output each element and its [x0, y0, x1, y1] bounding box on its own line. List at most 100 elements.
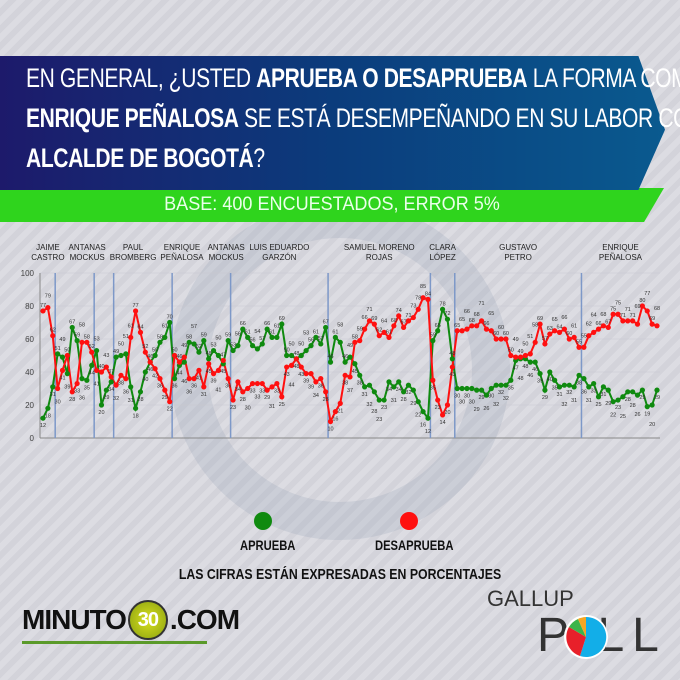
approve-value-label: 48	[206, 351, 212, 357]
disapprove-value-label: 43	[449, 372, 455, 378]
disapprove-point	[415, 306, 421, 312]
approve-value-label: 61	[313, 329, 319, 335]
approve-point	[264, 326, 270, 332]
approve-point	[50, 384, 56, 390]
disapprove-point	[591, 329, 597, 335]
disapprove-value-label: 39	[303, 379, 309, 385]
disapprove-value-label: 60	[493, 331, 499, 337]
approve-value-label: 16	[420, 423, 426, 429]
approve-value-label: 23	[615, 405, 621, 411]
approve-point	[474, 387, 480, 393]
approve-value-label: 59	[74, 333, 80, 339]
disapprove-point	[171, 352, 178, 359]
approve-value-label: 40	[142, 377, 148, 383]
disapprove-value-label: 66	[595, 321, 601, 327]
approve-value-label: 29	[474, 407, 480, 413]
disapprove-value-label: 41	[59, 375, 65, 381]
disapprove-point	[327, 418, 334, 425]
disapprove-point	[362, 326, 368, 332]
approve-point	[493, 382, 499, 388]
disapprove-point	[542, 341, 548, 347]
disapprove-point	[420, 295, 426, 301]
disapprove-value-label: 65	[552, 317, 558, 323]
approve-point	[245, 334, 251, 340]
approve-value-label: 44	[89, 370, 95, 376]
approve-value-label: 36	[79, 396, 85, 402]
disapprove-point	[444, 402, 451, 408]
disapprove-value-label: 36	[191, 384, 197, 390]
disapprove-value-label: 68	[474, 312, 480, 318]
mayor-label: PAUL	[123, 243, 144, 252]
mayor-label: MOCKUS	[209, 253, 244, 262]
disapprove-point	[74, 380, 80, 387]
approve-point	[235, 343, 241, 349]
approve-value-label: 28	[630, 403, 636, 409]
approve-value-label: 31	[556, 392, 562, 398]
disapprove-point	[401, 324, 407, 331]
disapprove-point	[552, 328, 558, 334]
approve-point	[483, 392, 490, 398]
disapprove-value-label: 59	[357, 327, 363, 333]
approve-value-label: 34	[396, 387, 402, 393]
disapprove-value-label: 33	[74, 389, 80, 395]
approve-value-label: 12	[40, 423, 46, 429]
disapprove-value-label: 29	[162, 395, 168, 401]
approve-point	[40, 415, 46, 421]
approve-point	[79, 376, 85, 382]
approval-line-chart: 020406080100JAIMECASTROANTANASMOCKUSPAUL…	[21, 243, 660, 443]
approve-point	[98, 402, 105, 408]
disapprove-point	[508, 352, 514, 359]
disapprove-point	[69, 389, 75, 395]
approve-point	[571, 384, 577, 390]
disapprove-point	[547, 331, 553, 337]
approve-point	[74, 338, 80, 344]
approve-point	[498, 382, 504, 388]
approve-point	[318, 341, 324, 347]
approve-point	[357, 372, 363, 378]
gallup-logo-text: GALLUP	[487, 586, 574, 611]
approve-value-label: 61	[274, 323, 280, 329]
disapprove-point	[225, 376, 231, 382]
approve-point	[649, 402, 655, 408]
approve-value-label: 31	[128, 398, 134, 404]
disapprove-point	[405, 318, 412, 324]
disapprove-value-label: 62	[586, 322, 592, 328]
disapprove-point	[303, 371, 309, 377]
approve-point	[347, 354, 353, 360]
approve-value-label: 38	[576, 380, 582, 386]
approve-point	[586, 384, 592, 390]
disapprove-value-label: 10	[327, 427, 333, 433]
disapprove-value-label: 28	[323, 397, 329, 403]
approve-value-label: 48	[517, 376, 523, 382]
approve-value-label: 32	[405, 390, 411, 396]
disapprove-point	[269, 384, 275, 390]
disapprove-value-label: 49	[517, 349, 523, 355]
approve-value-label: 50	[118, 342, 124, 348]
approve-value-label: 30	[469, 400, 475, 406]
disapprove-value-label: 25	[279, 402, 285, 408]
disapprove-point	[381, 329, 387, 335]
disapprove-point	[79, 339, 85, 345]
approve-point	[254, 346, 261, 352]
approve-value-label: 61	[269, 329, 275, 335]
approve-point	[469, 385, 475, 392]
y-tick-label: 100	[21, 269, 35, 278]
disapprove-value-label: 34	[313, 393, 319, 399]
disapprove-point	[410, 314, 416, 321]
approve-value-label: 58	[337, 322, 343, 328]
mayor-label: ANTANAS	[69, 243, 106, 252]
disapprove-point	[132, 308, 139, 314]
approve-value-label: 59	[225, 333, 231, 339]
approve-value-label: 48	[449, 351, 455, 357]
disapprove-point	[186, 376, 192, 382]
disapprove-value-label: 43	[103, 353, 109, 359]
disapprove-value-label: 69	[649, 316, 655, 322]
approve-point	[284, 352, 290, 359]
disapprove-point	[167, 399, 173, 405]
approve-value-label: 66	[240, 321, 246, 327]
disapprove-value-label: 30	[245, 406, 251, 412]
disapprove-point	[625, 318, 631, 324]
